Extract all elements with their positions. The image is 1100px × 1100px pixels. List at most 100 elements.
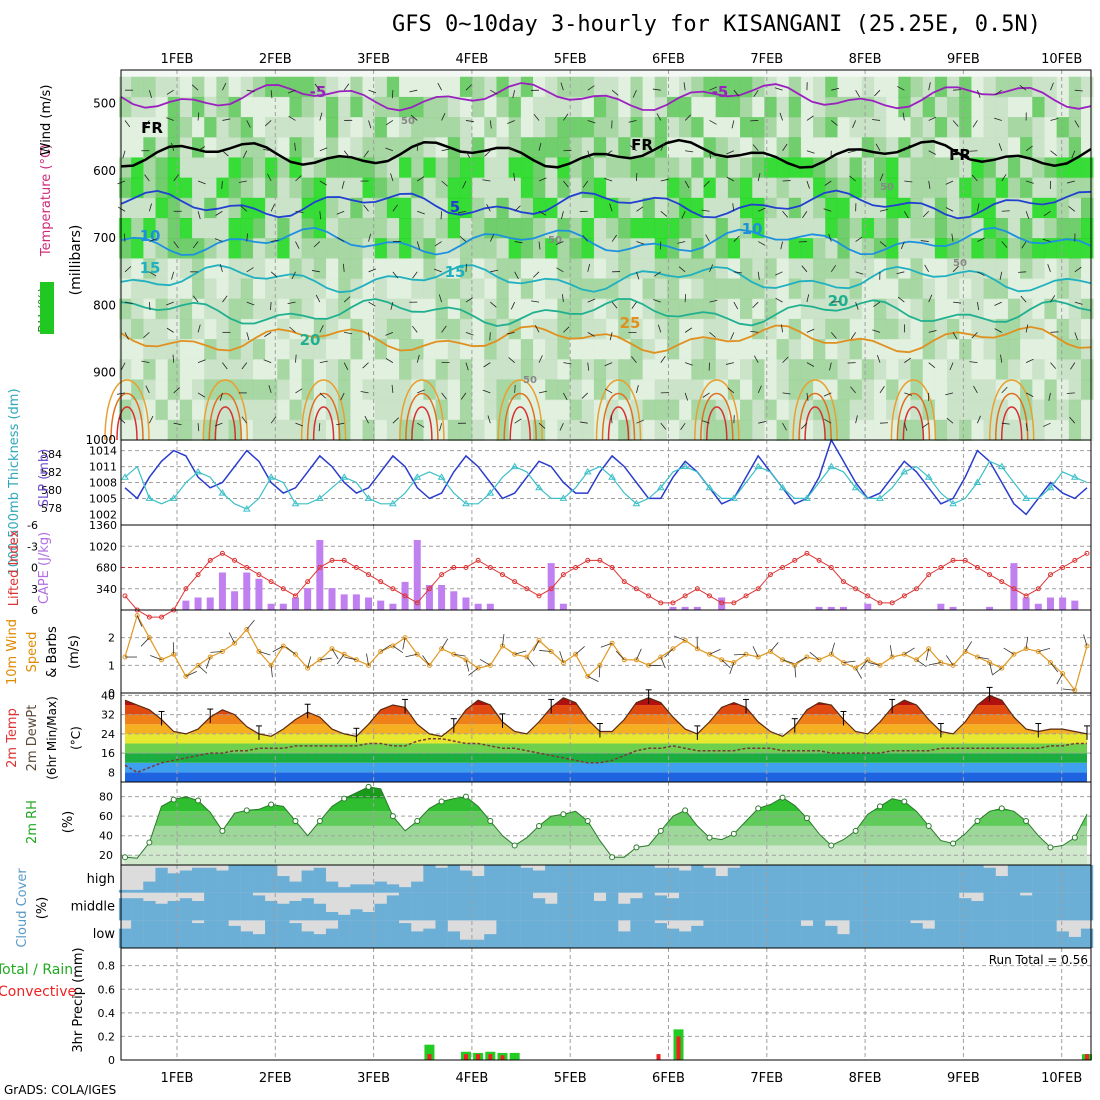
rh-cell xyxy=(752,258,765,280)
rh-cell xyxy=(971,137,984,159)
wind-barb xyxy=(197,423,200,432)
rh-cell xyxy=(983,197,997,219)
cloud-bar xyxy=(545,865,558,893)
li-marker xyxy=(621,579,627,585)
rh-cell xyxy=(630,238,643,260)
rh-cell xyxy=(703,177,717,199)
li-marker xyxy=(853,586,859,592)
wind-barb xyxy=(1050,362,1057,369)
rh-cell xyxy=(155,379,169,401)
rh-legend-swatch xyxy=(40,282,54,334)
rh-cell xyxy=(618,197,631,219)
rh-cell xyxy=(447,157,461,179)
wind-barb xyxy=(995,89,1002,96)
thickness-marker xyxy=(340,473,349,480)
wind-barb xyxy=(977,203,980,212)
wind-barb xyxy=(1001,210,1010,212)
rh-cell xyxy=(204,238,217,260)
wind-barb xyxy=(555,241,564,246)
rh-cell xyxy=(192,137,205,159)
wind-barb xyxy=(507,146,515,152)
wind-barb xyxy=(173,422,182,426)
rh-cell xyxy=(1044,419,1057,441)
rh-cell xyxy=(740,218,753,239)
rh-cell xyxy=(873,137,887,159)
rh-cell xyxy=(654,419,668,441)
rh-cell xyxy=(313,76,327,98)
rh-cell xyxy=(1044,197,1057,219)
rh-cell xyxy=(691,318,704,340)
rh-cell xyxy=(520,419,534,441)
rh-cell xyxy=(1032,339,1045,361)
thickness-marker xyxy=(1070,473,1079,480)
wind-barb xyxy=(753,89,759,98)
rh-cell xyxy=(642,197,656,219)
rh-cell xyxy=(204,379,217,401)
wind-barb xyxy=(482,389,491,394)
rh-cell xyxy=(459,197,473,219)
rh-cell xyxy=(740,339,753,361)
wind-speed-marker xyxy=(426,662,432,668)
wind-barb xyxy=(368,268,377,273)
rh-cell xyxy=(764,76,777,98)
rh-cell xyxy=(995,218,1009,239)
li-marker xyxy=(950,557,956,563)
wind-barb xyxy=(171,142,175,151)
wind-barb xyxy=(1047,264,1051,272)
rh-cell xyxy=(1068,117,1082,139)
rh-cell xyxy=(557,399,570,421)
rh-cell xyxy=(484,218,497,239)
li-marker xyxy=(475,557,481,563)
wind-barb xyxy=(1066,392,1075,394)
wind-barb xyxy=(1001,386,1008,394)
cloud-bar xyxy=(277,876,290,893)
cloud-bar xyxy=(459,939,473,948)
rh-cell xyxy=(240,157,254,179)
wind-barb xyxy=(465,331,474,336)
li-marker xyxy=(914,586,920,592)
cloud-bar xyxy=(143,900,156,921)
rh-cell xyxy=(374,278,388,300)
wind-speed-marker xyxy=(609,640,615,646)
precip-convective-bar xyxy=(1085,1054,1089,1060)
rh-cell xyxy=(1044,157,1057,179)
rh-cell xyxy=(593,258,607,280)
rh-cell xyxy=(630,278,643,300)
cloud-bar xyxy=(167,920,180,948)
rh-cell xyxy=(837,197,850,219)
wind-speed-marker xyxy=(244,626,250,632)
wind-barb xyxy=(828,233,832,242)
rh-cell xyxy=(825,76,838,98)
cloud-bar xyxy=(265,865,278,893)
cloud-bar xyxy=(605,892,619,921)
wind-barb xyxy=(508,357,515,363)
rh-cell xyxy=(581,399,595,421)
rh-cell xyxy=(435,359,449,381)
wind-barb xyxy=(587,150,591,159)
rh-cell xyxy=(423,419,436,441)
wind-speed-marker xyxy=(865,657,871,663)
rh-cell xyxy=(1056,117,1070,139)
wind-barb xyxy=(416,142,419,151)
rh-cell xyxy=(837,218,850,239)
rh-cell xyxy=(119,157,132,179)
cloud-bar xyxy=(496,892,509,921)
rh-cell xyxy=(119,177,132,199)
rh-cell xyxy=(277,238,290,260)
contour-label: 50 xyxy=(953,258,967,269)
surface-wind-barb xyxy=(210,651,223,653)
rh-cell xyxy=(1081,318,1094,340)
wind-barb xyxy=(847,150,856,154)
rh-cell xyxy=(265,157,278,179)
wind-barb xyxy=(630,145,637,152)
thickness-tick-label: 578 xyxy=(41,502,62,515)
cloud-bar xyxy=(618,903,631,921)
rh-cell xyxy=(995,359,1009,381)
rh-cell xyxy=(703,339,717,361)
cloud-bar xyxy=(800,865,814,893)
rh-cell xyxy=(240,117,254,139)
rh-cell xyxy=(313,278,327,300)
rh-cell xyxy=(691,137,704,159)
rh-cell xyxy=(252,137,266,159)
rh-marker xyxy=(998,805,1005,812)
